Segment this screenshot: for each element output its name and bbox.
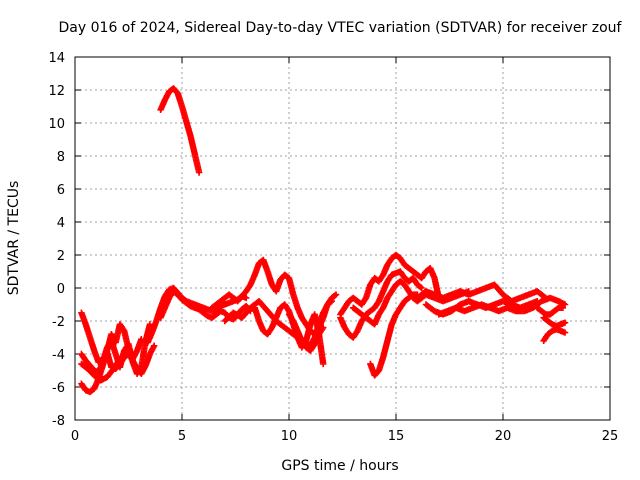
data-point <box>243 294 250 302</box>
data-point <box>320 324 327 331</box>
data-point <box>561 329 569 336</box>
y-tick-label: 10 <box>48 117 65 132</box>
series-track-h <box>208 256 340 338</box>
series-track-d <box>78 355 124 384</box>
x-tick-label: 15 <box>388 429 405 444</box>
data-point <box>195 169 203 176</box>
data-point <box>150 342 158 349</box>
series-track-g <box>157 85 203 176</box>
data-points <box>78 85 569 396</box>
series-track-p <box>414 281 549 305</box>
data-point <box>561 319 569 326</box>
plot-frame <box>74 56 611 421</box>
data-point <box>138 335 145 343</box>
x-tick-label: 0 <box>71 429 79 444</box>
series-track-k <box>285 311 327 354</box>
series-track-o <box>367 291 421 379</box>
series-track-u <box>540 326 569 344</box>
series-track-s <box>534 304 567 318</box>
data-point <box>331 292 339 299</box>
data-point <box>561 301 569 308</box>
data-point <box>417 283 424 291</box>
y-axis-label: SDTVAR / TECUs <box>6 181 22 296</box>
data-point <box>115 356 123 364</box>
series-track-l <box>337 251 442 318</box>
y-tick-label: -8 <box>52 414 65 429</box>
x-axis-label: GPS time / hours <box>281 458 398 474</box>
axis-ticks: 0 5 10 15 20 25 -8 -6 -4 -2 0 2 4 6 8 10 12 14 <box>48 51 618 444</box>
y-tick-label: 8 <box>57 150 65 165</box>
series-track-t <box>540 314 569 330</box>
y-tick-label: -6 <box>52 381 65 396</box>
data-point <box>327 298 334 306</box>
y-tick-label: 6 <box>57 183 65 198</box>
data-point <box>116 355 124 363</box>
y-tick-label: -2 <box>52 315 65 330</box>
y-tick-label: -4 <box>52 348 65 363</box>
x-tick-label: 10 <box>281 429 298 444</box>
y-tick-label: 14 <box>48 51 65 66</box>
y-tick-label: 4 <box>57 216 65 231</box>
y-tick-label: 12 <box>48 84 65 99</box>
series-track-r <box>435 294 569 318</box>
chart-title: Day 016 of 2024, Sidereal Day-to-day VTE… <box>59 20 623 36</box>
series-track-c <box>78 321 145 396</box>
grid <box>75 57 610 420</box>
data-point <box>418 284 425 292</box>
y-tick-label: 0 <box>57 282 65 297</box>
x-tick-label: 5 <box>178 429 186 444</box>
data-point <box>320 360 327 368</box>
data-point <box>146 321 154 328</box>
data-point <box>332 291 340 298</box>
x-tick-label: 20 <box>495 429 512 444</box>
y-tick-label: 2 <box>57 249 65 264</box>
x-tick-label: 25 <box>602 429 619 444</box>
data-point <box>319 325 326 333</box>
data-point <box>328 298 335 305</box>
data-point <box>559 304 567 311</box>
